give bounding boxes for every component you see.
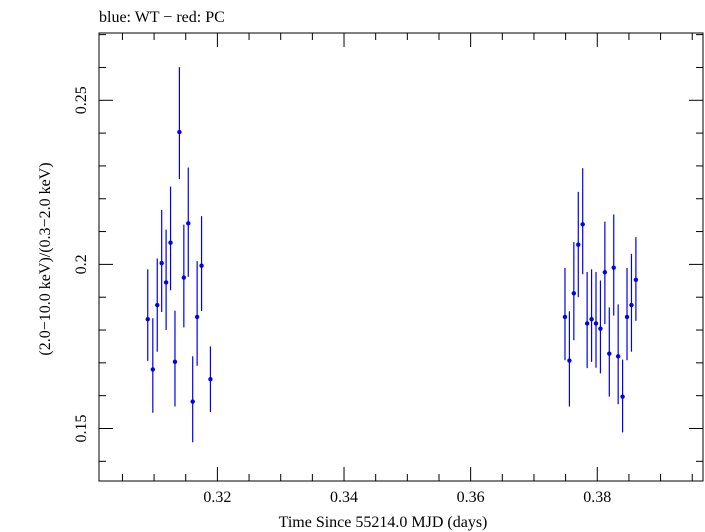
y-tick-label: 0.15 (73, 414, 90, 442)
data-point (168, 240, 173, 245)
plot-frame (98, 32, 704, 482)
x-tick-label: 0.38 (583, 489, 611, 506)
data-point (593, 321, 599, 326)
data-point (208, 377, 213, 382)
data-point (199, 263, 204, 268)
y-tick-label: 0.2 (73, 254, 90, 274)
data-point (633, 277, 639, 283)
data-point (155, 302, 160, 308)
data-point (190, 399, 195, 404)
data-point (562, 314, 568, 320)
x-tick-label: 0.34 (330, 489, 358, 506)
data-point (598, 326, 603, 331)
data-point (571, 291, 577, 296)
data-point (615, 354, 621, 359)
data-point (177, 129, 182, 135)
y-axis-label: (2.0−10.0 keV)/(0.3−2.0 keV) (37, 162, 54, 355)
data-point (629, 302, 634, 308)
data-point (620, 394, 625, 399)
data-point (159, 260, 164, 266)
data-point (624, 314, 630, 320)
data-point (611, 265, 616, 270)
plot-axes: 0.32 0.34 0.36 0.38 0.15 0.2 0.25 (73, 32, 704, 506)
data-point (163, 280, 169, 285)
x-tick-label: 0.36 (457, 489, 485, 506)
data-markers (145, 67, 639, 443)
data-point (567, 358, 572, 363)
data-point (186, 221, 191, 226)
x-axis-label: Time Since 55214.0 MJD (days) (279, 514, 488, 531)
data-point (584, 321, 590, 326)
y-tick-label: 0.25 (73, 86, 90, 114)
data-point (602, 270, 608, 275)
data-point (607, 351, 612, 356)
data-point (576, 242, 581, 247)
chart-title: blue: WT − red: PC (99, 9, 225, 26)
x-tick-label: 0.32 (203, 489, 231, 506)
data-point (150, 367, 156, 372)
data-point (145, 316, 150, 322)
data-point (172, 359, 178, 365)
data-point (194, 314, 200, 320)
data-point (181, 275, 187, 280)
data-point (589, 316, 594, 322)
data-point (580, 222, 585, 227)
